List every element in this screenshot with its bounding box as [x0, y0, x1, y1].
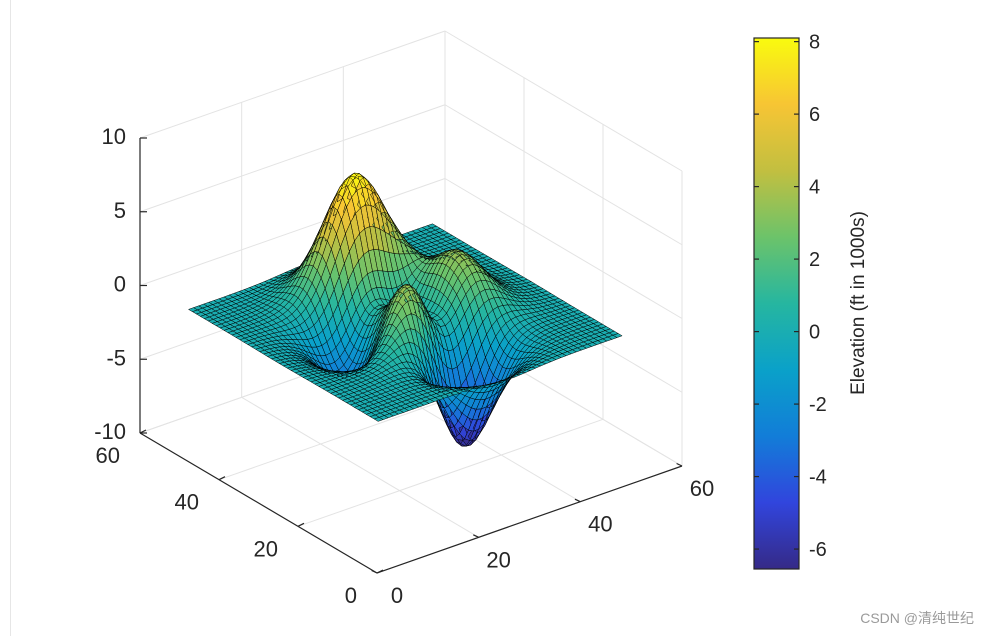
gridline-floor-x [241, 396, 479, 538]
x-tick [473, 534, 479, 538]
y-tick [297, 522, 305, 527]
surface-face [612, 333, 623, 338]
colorbar-label: Elevation (ft in 1000s) [848, 211, 869, 395]
gridline-back-z [139, 178, 446, 286]
y-tick-label: 20 [254, 536, 278, 561]
colorbar-gradient [753, 37, 800, 570]
colorbar: -6 -4 -2 0 2 4 6 8 Elevation (ft in 1000s) [753, 32, 869, 570]
z-tick-label: 0 [114, 272, 126, 297]
axes-lines [139, 137, 683, 574]
gridline-side-z [444, 30, 683, 172]
z-tick-label: -5 [106, 345, 126, 370]
watermark: CSDN @清纯世纪 [860, 610, 974, 626]
x-tick-label: 20 [486, 547, 510, 572]
z-tick-label: 10 [102, 124, 126, 149]
colorbar-tick-label: -4 [809, 467, 827, 489]
y-tick-label: 40 [175, 490, 199, 515]
colorbar-tick-label: -2 [809, 394, 827, 416]
x-tick [676, 462, 683, 467]
gridline-back-z [139, 104, 446, 213]
gridline-back-z [139, 30, 446, 139]
colorbar-tick-label: 0 [809, 322, 820, 344]
y-tick-label: 0 [345, 583, 357, 608]
z-tick-label: -10 [94, 419, 126, 444]
colorbar-tick-label: 4 [809, 177, 820, 199]
surface-mesh [188, 172, 623, 447]
x-axis-line [376, 465, 683, 574]
x-tick [574, 498, 581, 503]
x-tick-label: 0 [391, 583, 403, 608]
page-left-rule [10, 0, 11, 636]
gridline-side-z [444, 178, 683, 319]
colorbar-tick-label: 8 [809, 32, 820, 54]
x-tick [371, 569, 378, 574]
y-tick [376, 569, 384, 574]
colorbar-tick-label: 2 [809, 249, 820, 271]
z-tick-label: 5 [114, 198, 126, 223]
colorbar-tick-label: -6 [809, 539, 827, 561]
x-tick-label: 40 [588, 512, 612, 537]
y-tick-label: 60 [96, 443, 120, 468]
x-tick-label: 60 [690, 476, 714, 501]
y-axis-line [139, 432, 378, 574]
gridline-floor-y [297, 418, 604, 527]
colorbar-tick-label: 6 [809, 104, 820, 126]
y-tick [218, 476, 226, 481]
gridline-side-z [444, 104, 683, 246]
